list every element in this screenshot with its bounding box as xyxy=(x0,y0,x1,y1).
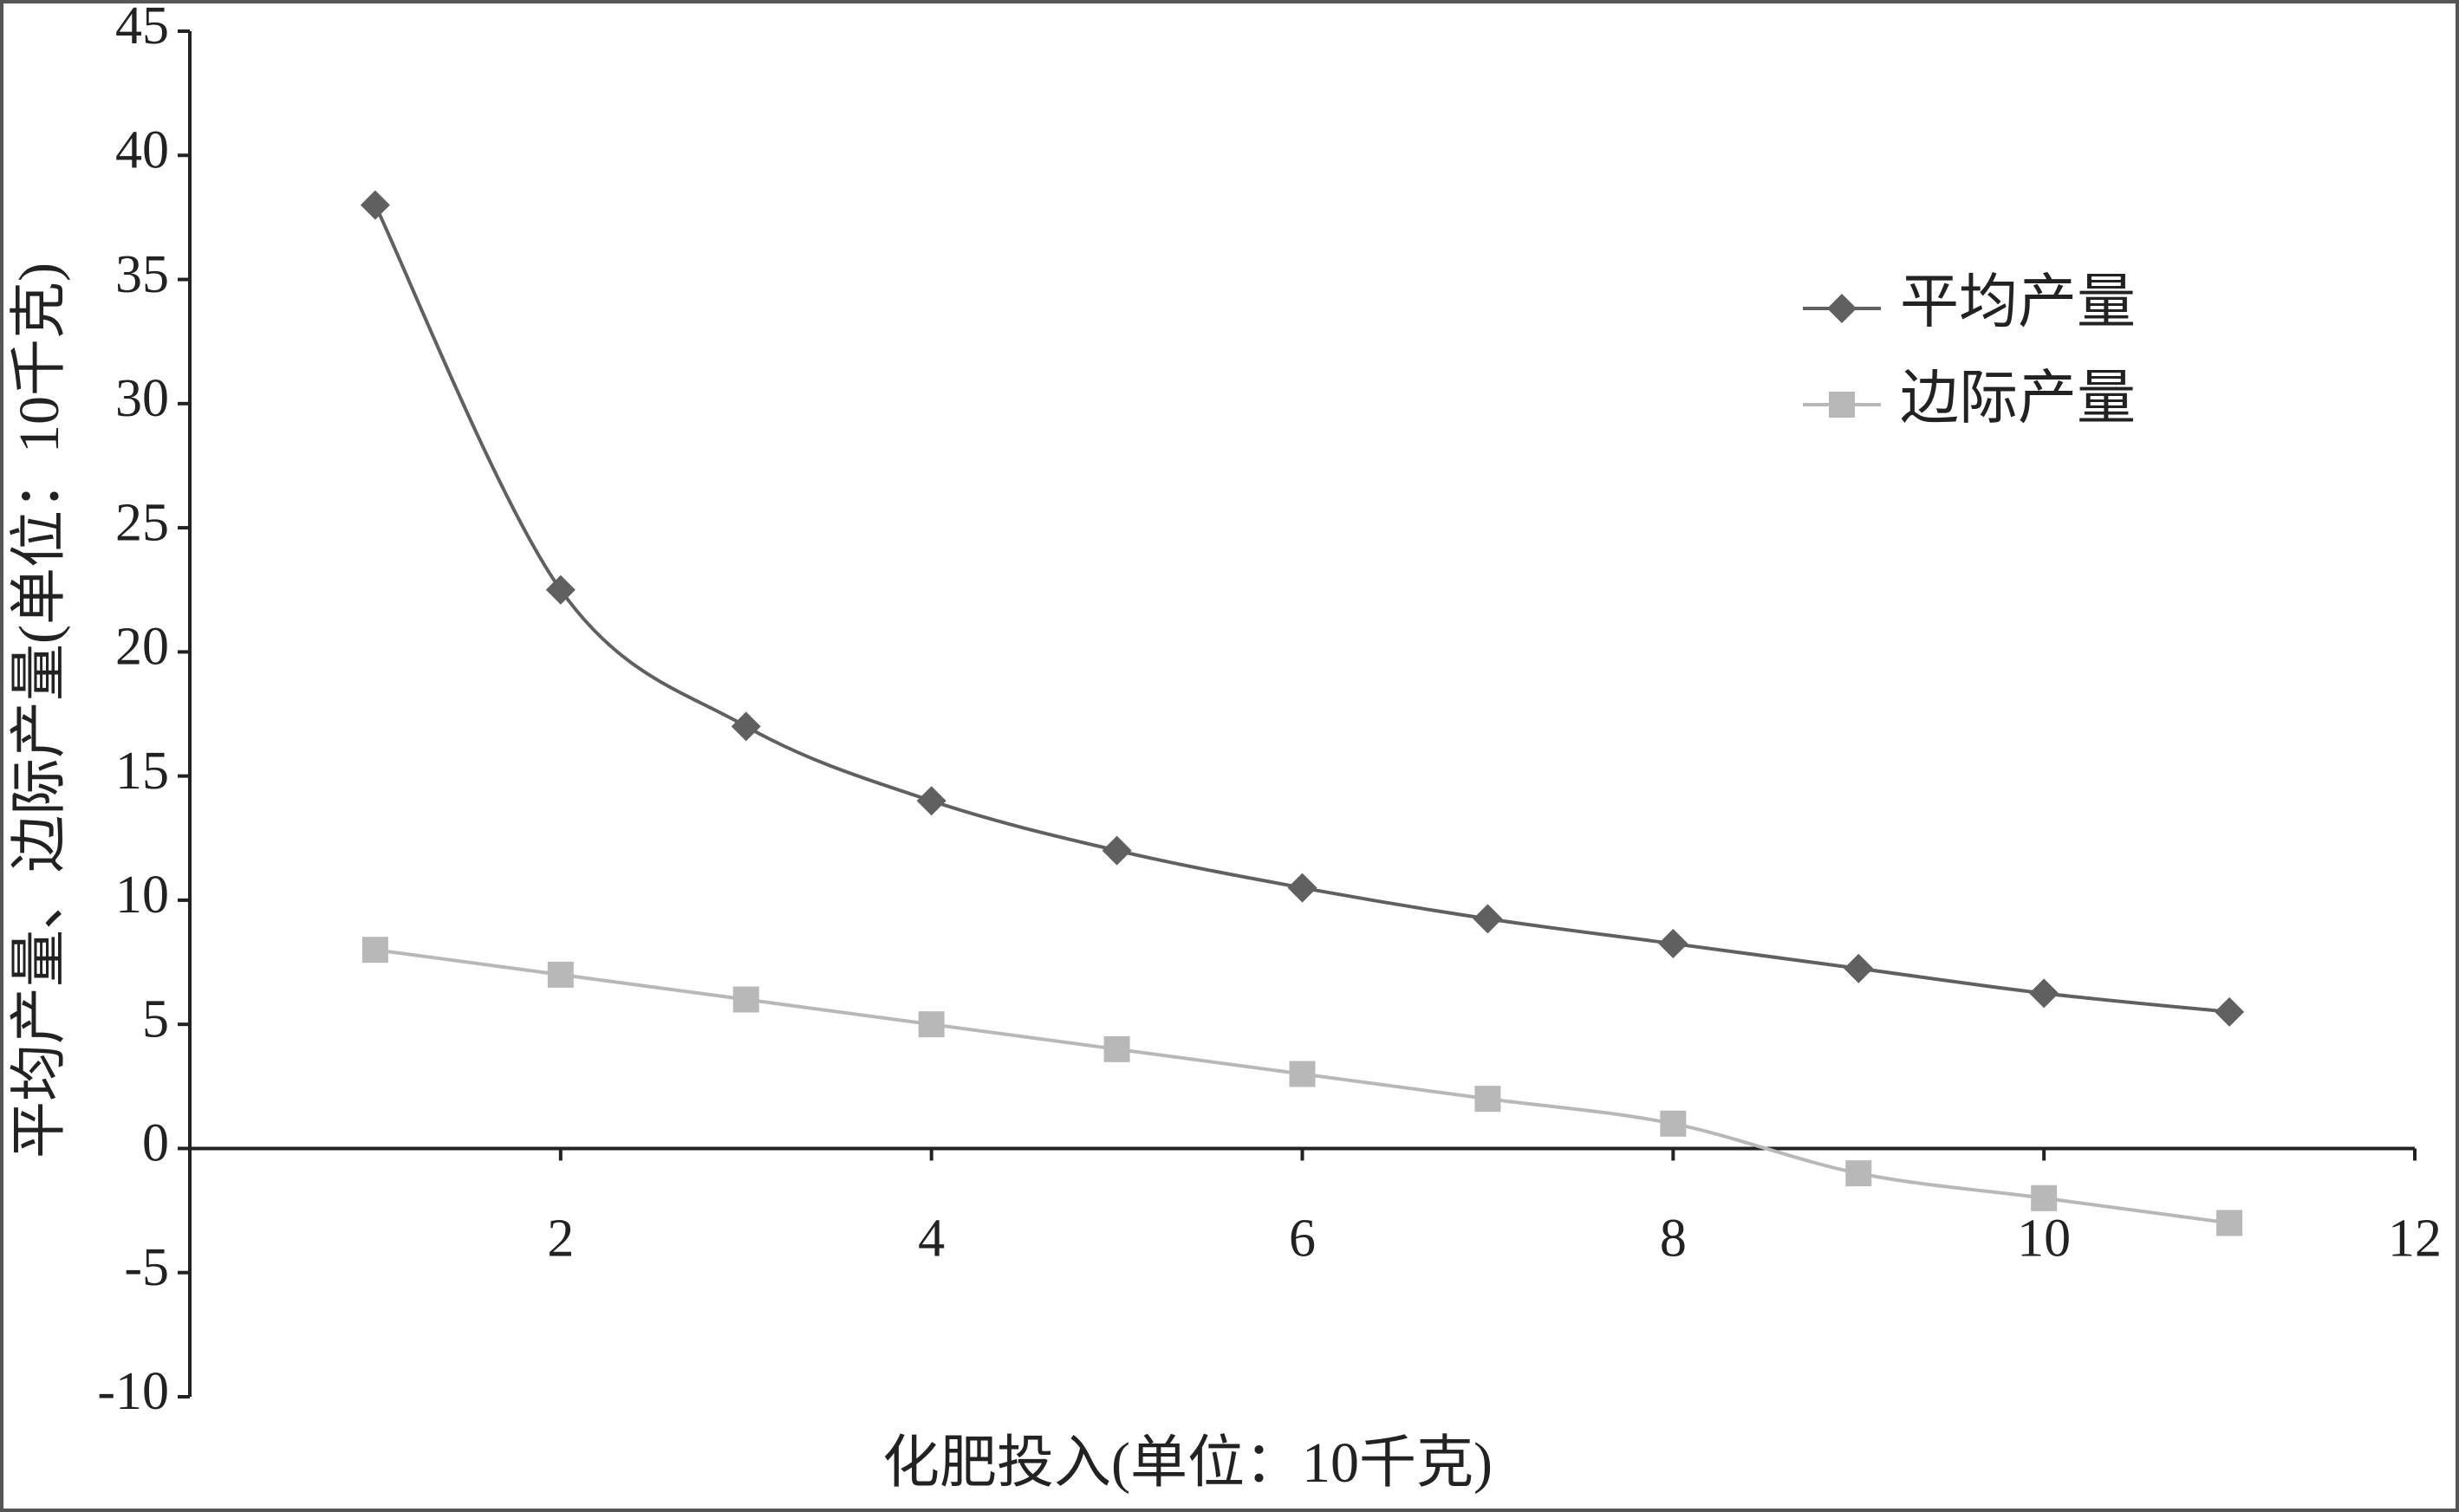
legend-label: 平均产量 xyxy=(1900,269,2136,335)
legend-marker xyxy=(1829,392,1855,418)
data-point xyxy=(547,961,574,988)
data-point xyxy=(2215,996,2245,1027)
data-point xyxy=(2216,1210,2243,1236)
y-tick-label: 0 xyxy=(142,1114,169,1173)
data-point xyxy=(731,711,761,742)
y-tick-label: 30 xyxy=(115,369,169,428)
data-point xyxy=(1474,1086,1501,1113)
data-point xyxy=(1289,1061,1316,1087)
data-point xyxy=(2031,1184,2058,1211)
x-tick-label: 12 xyxy=(2388,1210,2442,1269)
data-point xyxy=(361,937,388,964)
y-tick-label: 10 xyxy=(115,866,169,925)
series-line xyxy=(374,204,2230,1014)
y-axis-label: 平均产量、边际产量(单位：10千克) xyxy=(8,263,71,1158)
x-tick-label: 10 xyxy=(2017,1210,2071,1269)
data-point xyxy=(545,574,576,605)
y-tick-label: 15 xyxy=(115,742,169,801)
x-tick-label: 4 xyxy=(918,1210,945,1269)
y-tick-label: 45 xyxy=(115,0,169,55)
data-point xyxy=(1103,1035,1130,1062)
x-tick-label: 6 xyxy=(1289,1210,1316,1269)
legend-label: 边际产量 xyxy=(1900,366,2136,432)
y-tick-label: 40 xyxy=(115,121,169,180)
data-point xyxy=(2029,978,2059,1009)
data-point xyxy=(916,786,947,816)
x-tick-label: 2 xyxy=(547,1210,574,1269)
y-tick-label: -10 xyxy=(97,1362,169,1421)
x-axis-label: 化肥投入(单位：10千克) xyxy=(882,1431,1493,1495)
x-tick-label: 8 xyxy=(1660,1210,1687,1269)
data-point xyxy=(1844,953,1874,983)
data-point xyxy=(1287,873,1317,903)
data-point xyxy=(360,190,390,220)
y-tick-label: 35 xyxy=(115,245,169,304)
legend-marker xyxy=(1827,294,1857,323)
data-point xyxy=(1845,1160,1872,1187)
data-point xyxy=(1660,1110,1687,1137)
data-point xyxy=(732,986,759,1013)
data-point xyxy=(918,1011,945,1038)
data-point xyxy=(1658,929,1688,959)
data-point xyxy=(1102,835,1132,866)
y-tick-label: 20 xyxy=(115,618,169,677)
y-tick-label: 5 xyxy=(142,990,169,1048)
data-point xyxy=(1473,904,1503,934)
y-tick-label: 25 xyxy=(115,493,169,552)
y-tick-label: -5 xyxy=(124,1238,169,1297)
